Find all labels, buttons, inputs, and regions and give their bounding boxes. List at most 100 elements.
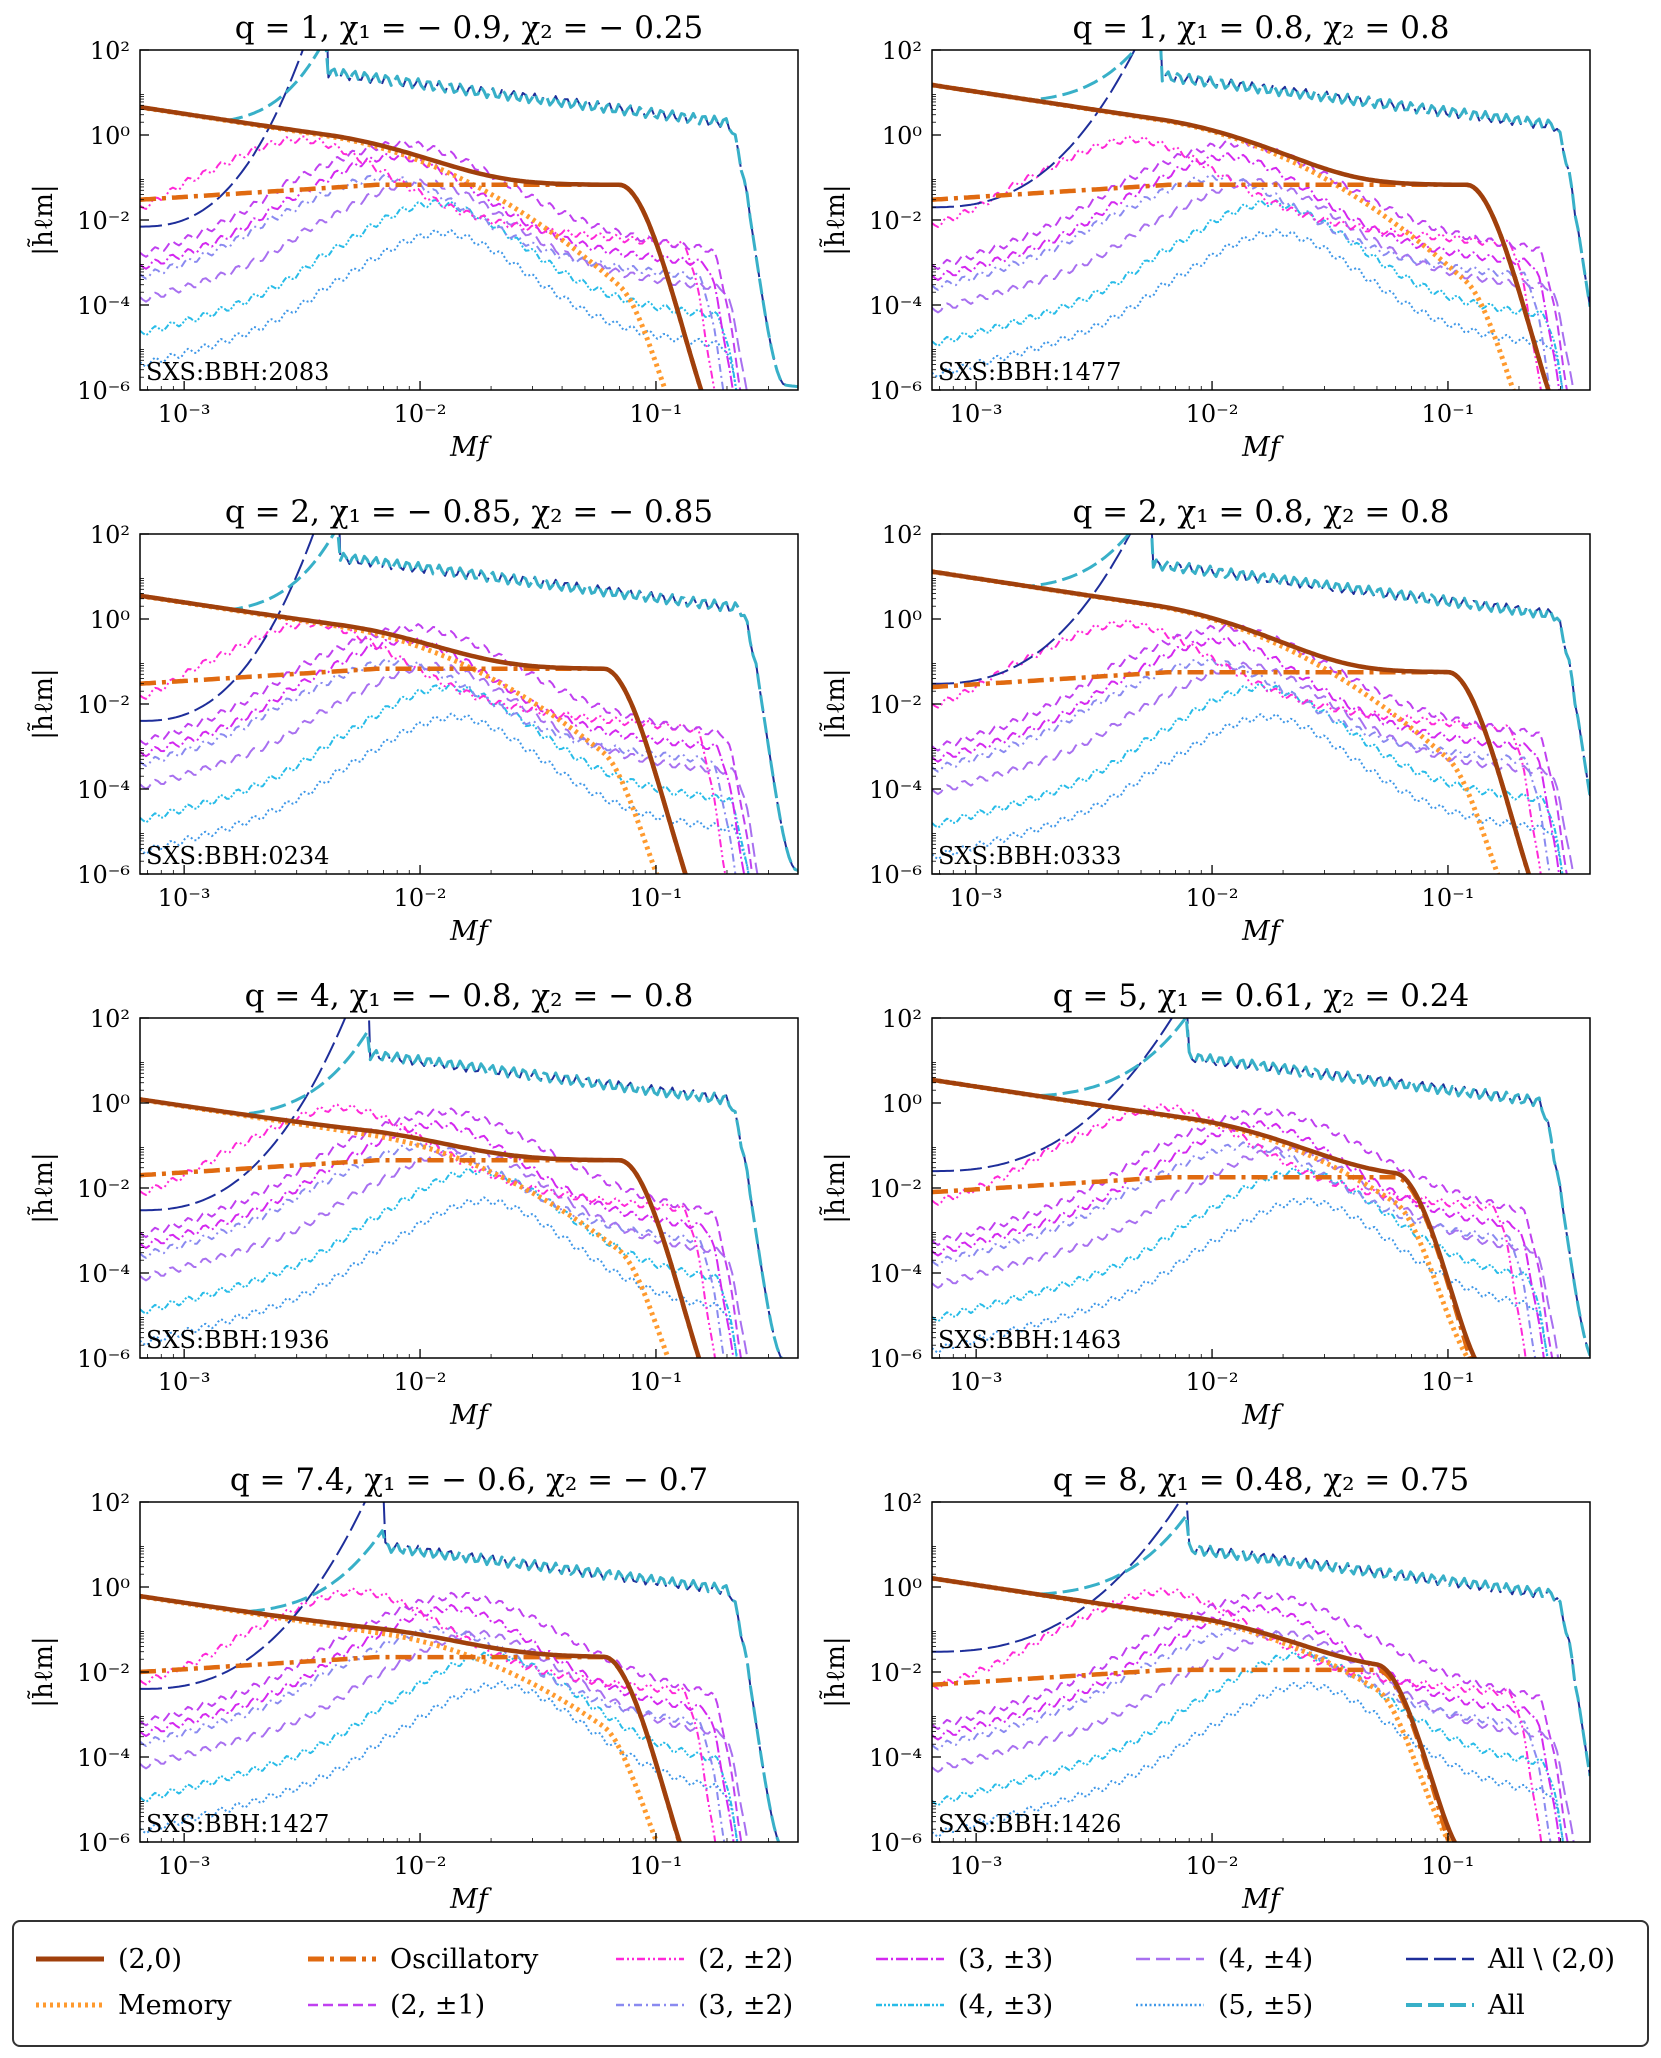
x-axis-label: Mf: [1241, 432, 1284, 463]
series-l20: [140, 1593, 682, 1842]
series-group: [140, 1018, 784, 1358]
y-tick-label: 10⁻⁴: [869, 1260, 922, 1288]
y-tick-label: 10⁻⁴: [77, 1744, 130, 1772]
series-l55: [140, 1680, 739, 1842]
x-tick-label: 10⁻²: [1186, 884, 1239, 912]
y-tick-label: 10⁰: [882, 606, 922, 634]
series-l21: [932, 1591, 1569, 1842]
legend-swatch-l32: [616, 2003, 684, 2007]
series-group: [932, 1502, 1590, 1842]
series-l32: [932, 173, 1551, 390]
x-tick-label: 10⁻¹: [630, 1368, 683, 1396]
series-osc: [140, 182, 704, 390]
y-tick-label: 10⁻⁴: [77, 776, 130, 804]
simulation-id: SXS:BBH:0234: [146, 842, 329, 870]
y-tick-label: 10⁻⁶: [77, 377, 130, 405]
simulation-id: SXS:BBH:0333: [938, 842, 1121, 870]
legend-label: All: [1488, 1989, 1525, 2021]
series-l20: [140, 1097, 702, 1358]
y-tick-label: 10⁻⁶: [869, 377, 922, 405]
series-l44: [140, 1629, 749, 1842]
figure: 10² 10⁰ 10⁻² 10⁻⁴ 10⁻⁶ 10⁻³ 10⁻² 10⁻¹ q = 1, χ₁ …: [27, 10, 1591, 1915]
series-l32: [140, 1625, 726, 1842]
y-tick-label: 10⁻⁶: [869, 861, 922, 889]
x-tick-label: 10⁻²: [1186, 400, 1239, 428]
series-l22: [140, 135, 716, 390]
x-tick-label: 10⁻¹: [630, 400, 683, 428]
y-tick-label: 10²: [882, 521, 922, 549]
legend-swatch-all: [1406, 2003, 1474, 2007]
legend-item: (2,0): [34, 1938, 182, 1980]
series-l21: [932, 1107, 1554, 1358]
y-tick-label: 10⁻⁶: [869, 1345, 922, 1373]
y-tick-label: 10²: [90, 1005, 130, 1033]
x-tick-label: 10⁻²: [394, 400, 447, 428]
panel-title: q = 1, χ₁ = − 0.9, χ₂ = − 0.25: [235, 10, 703, 46]
y-tick-label: 10⁻²: [77, 1175, 130, 1203]
series-l33: [932, 636, 1561, 874]
series-l21: [932, 623, 1568, 874]
series-l43: [140, 682, 750, 874]
series-all: [140, 1529, 781, 1842]
simulation-id: SXS:BBH:1463: [938, 1326, 1121, 1354]
series-all: [932, 534, 1590, 797]
series-l32: [932, 657, 1551, 874]
legend-label: (2,0): [118, 1943, 183, 1975]
series-osc: [932, 1174, 1473, 1358]
y-tick-label: 10⁻²: [77, 207, 130, 235]
x-tick-label: 10⁻²: [394, 884, 447, 912]
legend-item: All: [1404, 1984, 1525, 2026]
series-l33: [140, 636, 746, 874]
series-l55: [932, 228, 1564, 390]
legend-swatch-l55: [1136, 2003, 1204, 2007]
y-tick-label: 10⁻²: [869, 207, 922, 235]
x-tick-label: 10⁻²: [1186, 1368, 1239, 1396]
x-axis-label: Mf: [449, 1884, 492, 1915]
series-l21: [140, 1591, 743, 1842]
y-axis-label: |h̃ℓm|: [27, 668, 59, 739]
y-tick-label: 10⁰: [882, 1090, 922, 1118]
series-l44: [932, 1146, 1560, 1358]
panel: 10² 10⁰ 10⁻² 10⁻⁴ 10⁻⁶ 10⁻³ 10⁻² 10⁻¹ q = 4, χ₁ …: [27, 978, 799, 1431]
y-tick-label: 10⁰: [882, 1574, 922, 1602]
x-tick-label: 10⁻³: [158, 1852, 211, 1880]
legend-swatch-l22: [616, 1957, 684, 1961]
x-tick-label: 10⁻¹: [1422, 1368, 1475, 1396]
series-l20: [932, 569, 1532, 874]
series-l22: [932, 1103, 1527, 1358]
legend-swatch-osc: [308, 1956, 376, 1962]
y-tick-label: 10⁻⁶: [869, 1829, 922, 1857]
series-osc: [932, 669, 1531, 874]
series-l55: [932, 1680, 1565, 1842]
simulation-id: SXS:BBH:1936: [146, 1326, 329, 1354]
series-group: [140, 534, 798, 874]
series-l33: [932, 1120, 1545, 1358]
series-l20: [932, 1077, 1478, 1358]
y-tick-label: 10⁻⁴: [869, 1744, 922, 1772]
legend-item: (3, ±3): [874, 1938, 1053, 1980]
legend-item: (4, ±4): [1134, 1938, 1313, 1980]
series-l21: [140, 139, 742, 390]
series-l32: [140, 658, 737, 874]
y-tick-label: 10⁻⁴: [869, 292, 922, 320]
x-axis-label: Mf: [1241, 916, 1284, 947]
panel-title: q = 8, χ₁ = 0.48, χ₂ = 0.75: [1053, 1462, 1470, 1498]
series-l20: [932, 1576, 1458, 1842]
x-tick-label: 10⁻¹: [630, 884, 683, 912]
legend-label: (3, ±2): [698, 1989, 794, 2021]
x-tick-label: 10⁻³: [950, 400, 1003, 428]
y-tick-label: 10⁻⁴: [77, 292, 130, 320]
legend-swatch-l20: [36, 1956, 104, 1962]
panel: 10² 10⁰ 10⁻² 10⁻⁴ 10⁻⁶ 10⁻³ 10⁻² 10⁻¹ q = 1, χ₁ …: [27, 10, 799, 463]
series-all: [140, 50, 798, 389]
legend-swatch-l21: [308, 2003, 376, 2007]
series-l44: [140, 661, 759, 874]
series-l33: [932, 1604, 1561, 1842]
series-l22: [140, 1587, 717, 1842]
series-allx: [932, 1502, 1590, 1777]
x-tick-label: 10⁻¹: [1422, 884, 1475, 912]
y-axis-label: |h̃ℓm|: [27, 1636, 59, 1707]
series-l32: [932, 1625, 1552, 1842]
legend-label: (4, ±4): [1218, 1943, 1314, 1975]
x-tick-label: 10⁻²: [394, 1852, 447, 1880]
